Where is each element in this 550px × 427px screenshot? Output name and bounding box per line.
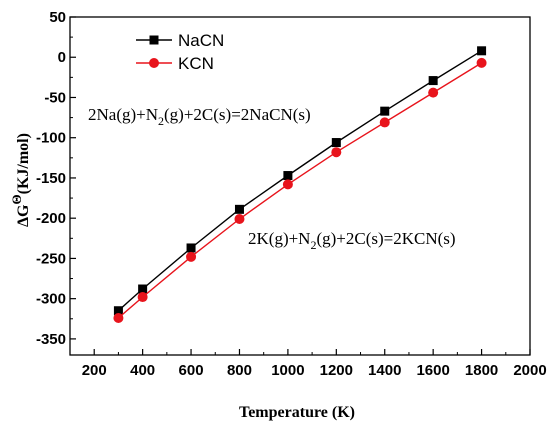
data-point-KCN [331,147,342,158]
plot-frame [69,16,531,356]
data-point-NaCN [186,243,196,253]
legend-label-NaCN: NaCN [178,31,224,50]
y-axis-title-superscript: Θ [9,194,24,204]
data-point-NaCN [380,106,390,116]
x-tick-label: 1400 [368,362,401,379]
x-tick-label: 2000 [513,362,546,379]
legend-marker-KCN [149,58,159,68]
data-point-NaCN [283,171,293,181]
y-tick-label: -50 [44,89,66,106]
y-tick-label: -300 [36,291,66,308]
data-point-NaCN [331,138,341,148]
y-tick-label: -350 [36,331,66,348]
data-point-NaCN [113,306,123,316]
y-tick-label: 0 [58,49,66,66]
data-point-NaCN [234,204,244,214]
data-point-KCN [186,251,197,262]
axes-layer: 200 400 600 800 1000 1200 1400 1600 1800 2000 50 0 -… [36,9,547,379]
x-tick-label: 400 [130,362,155,379]
y-tick-label: -250 [36,250,66,267]
annotations: 2Na(g)+N2(g)+2C(s)=2NaCN(s) 2K(g)+N2(g)+2… [88,105,456,252]
reaction-equation-annotation: 2K(g)+N2(g)+2C(s)=2KCN(s) [248,229,456,252]
x-tick-label: 600 [179,362,204,379]
series-layer [113,46,487,323]
x-tick-label: 800 [227,362,252,379]
legend-label-KCN: KCN [178,54,214,73]
x-tick-label: 1200 [320,362,353,379]
y-axis-title-suffix: (KJ/mol) [15,133,32,194]
x-tick-label: 1800 [465,362,498,379]
data-point-KCN [113,312,124,323]
legend-marker-NaCN [149,35,159,45]
data-point-NaCN [428,76,438,86]
y-tick-label: -100 [36,130,66,147]
y-tick-label: -150 [36,170,66,187]
data-point-KCN [282,179,293,190]
y-axis-title-prefix: ΔG [15,204,32,227]
data-point-NaCN [477,46,487,56]
x-tick-label: 1600 [416,362,449,379]
x-tick-label: 200 [82,362,107,379]
svg-text:ΔGΘ(KJ/mol): ΔGΘ(KJ/mol) [9,133,32,227]
y-tick-label: -200 [36,210,66,227]
x-axis-title: Temperature (K) [239,404,355,421]
data-point-NaCN [138,284,148,294]
y-axis-title: ΔGΘ(KJ/mol) [9,133,32,227]
y-tick-label: 50 [49,9,66,26]
x-tick-label: 1000 [271,362,304,379]
reaction-equation-annotation: 2Na(g)+N2(g)+2C(s)=2NaCN(s) [88,105,311,128]
data-point-KCN [428,87,439,98]
legend: NaCN KCN [136,31,224,73]
series-line-KCN [117,62,482,319]
data-point-KCN [379,117,390,128]
data-point-KCN [476,57,487,68]
data-point-KCN [137,292,148,303]
data-point-KCN [234,213,245,224]
